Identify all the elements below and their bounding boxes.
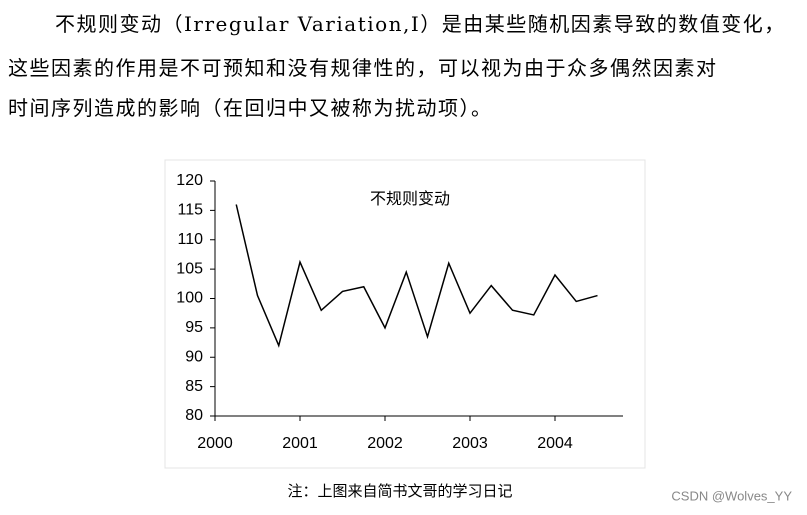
y-tick-label: 120 [176, 172, 203, 189]
x-tick-label: 2003 [452, 435, 488, 452]
x-tick-label: 2002 [367, 435, 403, 452]
data-line [235, 204, 598, 348]
caption: 注：上图来自简书文哥的学习日记 [287, 483, 512, 500]
y-tick-label: 100 [176, 290, 203, 307]
y-tick-label: 90 [185, 348, 203, 365]
y-tick-label: 110 [177, 231, 203, 248]
chart-frame [164, 159, 646, 469]
x-tick-label: 2000 [197, 435, 233, 452]
y-tick-label: 105 [176, 260, 203, 277]
paragraph-line: 时间序列造成的影响（在回归中又被称为扰动项）。 [8, 96, 493, 120]
watermark: CSDN @Wolves_YY [671, 488, 792, 503]
x-tick-label: 2001 [282, 435, 318, 452]
y-tick-label: 95 [185, 319, 203, 336]
y-tick-label: 85 [185, 378, 203, 395]
y-tick-label: 115 [177, 202, 203, 219]
paragraph-line: 不规则变动（Irregular Variation,I）是由某些随机因素导致的数… [55, 12, 786, 36]
paragraph-line: 这些因素的作用是不可预知和没有规律性的，可以视为由于众多偶然因素对 [8, 56, 718, 80]
chart-title: 不规则变动 [370, 190, 450, 208]
y-tick-label: 80 [185, 407, 203, 424]
x-tick-label: 2004 [537, 435, 573, 452]
